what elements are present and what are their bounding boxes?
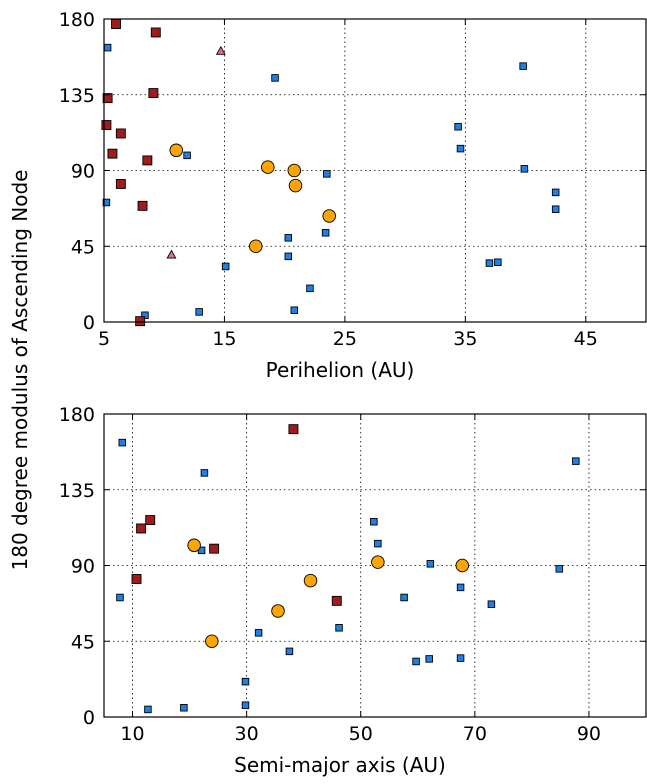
data-point-square [425, 655, 433, 663]
data-point-square [145, 515, 156, 525]
data-point-square [148, 88, 159, 99]
data-point-square [551, 188, 560, 197]
data-point-square [335, 624, 343, 632]
data-point-square [150, 27, 161, 38]
x-axis-label: Perihelion (AU) [266, 358, 415, 382]
data-point-square [144, 705, 152, 714]
data-point-square [221, 262, 230, 271]
data-point-circle [187, 538, 201, 553]
data-point-square [271, 74, 279, 82]
data-point-square [183, 151, 191, 160]
data-point-square [456, 144, 465, 153]
data-point-square [426, 560, 435, 568]
data-point-square [400, 593, 408, 602]
data-point-square [456, 654, 465, 662]
data-point-square [102, 93, 113, 104]
data-point-square [412, 657, 420, 666]
x-tick-label: 5 [98, 328, 110, 350]
data-point-square [111, 19, 121, 29]
data-point-square [115, 179, 126, 189]
x-axis-label: Semi-major axis (AU) [234, 753, 446, 777]
data-point-square [241, 677, 250, 686]
x-tick-label: 70 [463, 723, 487, 745]
data-point-square [331, 595, 342, 606]
data-point-circle [303, 573, 318, 588]
data-point-square [284, 234, 293, 242]
data-point-square [241, 701, 250, 709]
data-point-square [254, 629, 263, 637]
data-point-circle [455, 558, 470, 573]
data-point-square [200, 469, 209, 477]
x-tick-label: 15 [212, 328, 236, 350]
data-point-square [107, 148, 118, 159]
y-tick-label: 135 [59, 85, 95, 107]
data-point-square [551, 205, 560, 213]
x-tick-label: 25 [333, 328, 357, 350]
data-point-square [306, 284, 314, 293]
data-point-square [136, 523, 147, 534]
data-point-circle [271, 604, 285, 618]
x-tick-label: 35 [453, 328, 477, 350]
x-tick-label: 90 [577, 723, 601, 745]
data-point-circle [249, 239, 263, 253]
y-tick-label: 45 [71, 631, 95, 653]
data-point-circle [169, 143, 184, 158]
data-point-square [323, 170, 331, 178]
data-point-square [209, 543, 220, 554]
x-tick-label: 10 [120, 723, 144, 745]
data-point-square [103, 43, 112, 52]
data-point-circle [288, 178, 303, 193]
data-point-square [195, 308, 203, 316]
data-point-square [180, 703, 188, 712]
data-point-square [487, 600, 496, 608]
y-tick-label: 0 [83, 707, 95, 729]
data-point-square [520, 165, 529, 173]
data-point-circle [322, 209, 336, 223]
data-point-square [555, 565, 564, 573]
chart-panel-2: 10 30 50 70 90 0 45 90 135 180 Semi-major axis (AU… [59, 404, 647, 777]
data-point-circle [261, 160, 275, 174]
data-point-square [116, 593, 124, 602]
data-point-square [321, 229, 330, 237]
y-tick-label: 180 [59, 9, 95, 31]
data-point-square [374, 539, 382, 548]
data-point-square [285, 647, 294, 656]
data-point-square [290, 306, 299, 314]
data-point-square [456, 583, 465, 592]
y-tick-label: 45 [71, 236, 95, 258]
x-tick-label: 45 [574, 328, 598, 350]
y-tick-label: 90 [71, 556, 95, 578]
x-tick-label: 50 [349, 723, 373, 745]
y-tick-label: 135 [59, 480, 95, 502]
y-tick-label: 180 [59, 404, 95, 426]
data-point-square [288, 424, 299, 435]
data-point-square [370, 517, 378, 526]
data-point-square [494, 258, 502, 266]
data-point-square [519, 62, 527, 70]
data-point-square [115, 128, 126, 139]
y-tick-label: 0 [83, 312, 95, 334]
data-point-square [131, 574, 142, 584]
data-point-triangle [215, 45, 226, 55]
chart-panel-1: 5 15 25 35 45 0 45 90 135 180 Perihelion (AU) [59, 9, 647, 382]
data-point-square [137, 200, 148, 211]
data-point-triangle [166, 249, 177, 259]
data-point-square [142, 155, 153, 166]
data-point-square [572, 457, 580, 465]
data-point-square [485, 259, 494, 267]
data-point-square [101, 120, 112, 131]
shared-y-axis-label: 180 degree modulus of Ascending Node [8, 170, 32, 571]
data-point-square [454, 122, 462, 131]
x-tick-label: 30 [235, 723, 259, 745]
y-tick-label: 90 [71, 161, 95, 183]
data-point-circle [371, 555, 385, 569]
data-point-square [118, 438, 127, 447]
data-point-circle [287, 163, 302, 178]
data-point-square [135, 316, 146, 327]
data-point-square [102, 198, 111, 207]
data-point-square [284, 252, 293, 261]
data-point-circle [205, 634, 219, 649]
